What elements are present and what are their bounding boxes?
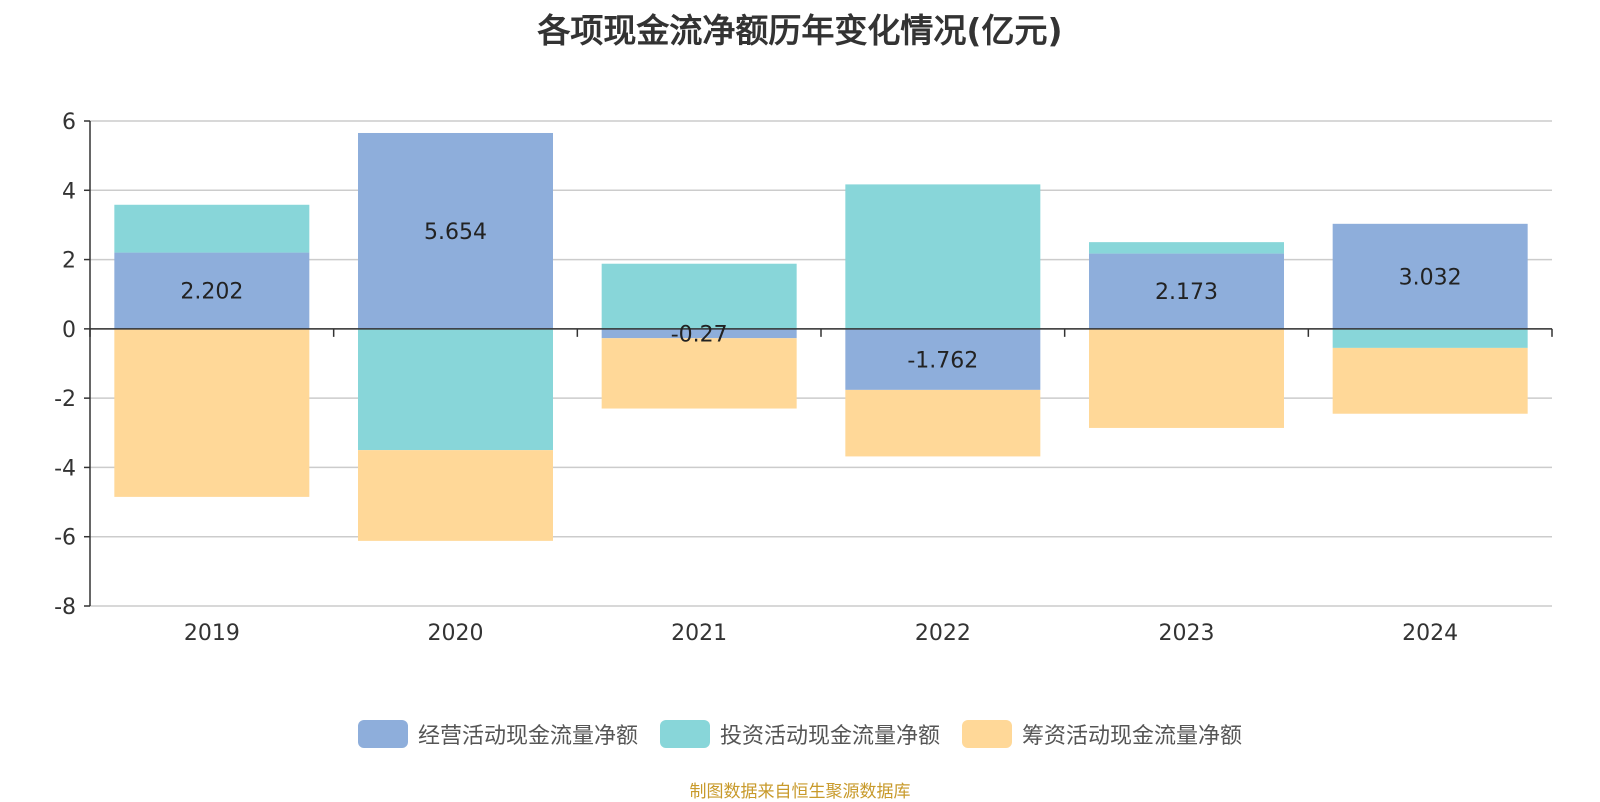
bar-segment [601,328,797,339]
bar-segment [114,204,310,253]
y-tick-label: 2 [62,249,76,274]
source-note: 制图数据来自恒生聚源数据库 [689,782,911,802]
legend-swatch [962,720,1012,748]
bar-segment [358,328,553,451]
data-label: 5.654 [424,220,487,245]
bar-segment [1332,347,1528,414]
bar-segment [114,252,310,329]
data-label: -1.762 [907,348,978,373]
chart-legend: 经营活动现金流量净额 投资活动现金流量净额 筹资活动现金流量净额 [0,718,1600,750]
bar-segment [1089,242,1284,254]
bar-segment [114,328,310,497]
legend-label: 投资活动现金流量净额 [719,724,940,749]
bar-segment [1089,253,1284,329]
bar-segment [1332,223,1528,329]
bar-segment [1332,328,1528,348]
y-tick-label: -4 [54,456,76,481]
legend-swatch [357,720,408,748]
legend-item-financing[interactable]: 筹资活动现金流量净额 [962,718,1242,750]
bar-segment [601,338,797,409]
data-label: 3.032 [1399,265,1462,290]
data-label: -0.27 [671,323,728,348]
y-tick-label: -8 [54,595,76,620]
legend-label: 经营活动现金流量净额 [417,724,638,749]
bar-segment [845,184,1041,329]
data-label: 2.173 [1155,280,1218,305]
x-tick-label: 2022 [915,621,971,646]
x-tick-label: 2024 [1402,621,1458,646]
y-tick-label: -2 [54,387,76,412]
y-tick-label: 0 [62,318,76,343]
legend-swatch [659,720,710,748]
y-tick-label: 6 [62,110,76,135]
data-label: 2.202 [180,280,243,305]
bar-segment [358,450,553,541]
x-tick-label: 2023 [1159,621,1215,646]
legend-label: 筹资活动现金流量净额 [1022,724,1243,749]
y-tick-label: -6 [54,526,76,551]
x-tick-label: 2019 [184,621,240,646]
bar-segment [845,389,1041,457]
legend-item-investing[interactable]: 投资活动现金流量净额 [659,718,940,750]
bar-segment [845,328,1041,390]
chart-title: 各项现金流净额历年变化情况(亿元) [537,11,1063,50]
bar-segment [1089,328,1284,428]
bar-segment [358,132,553,329]
x-tick-label: 2020 [428,621,484,646]
x-tick-label: 2021 [671,621,727,646]
bar-segment [601,263,797,329]
y-tick-label: 4 [62,179,76,204]
legend-item-operating[interactable]: 经营活动现金流量净额 [357,718,638,750]
